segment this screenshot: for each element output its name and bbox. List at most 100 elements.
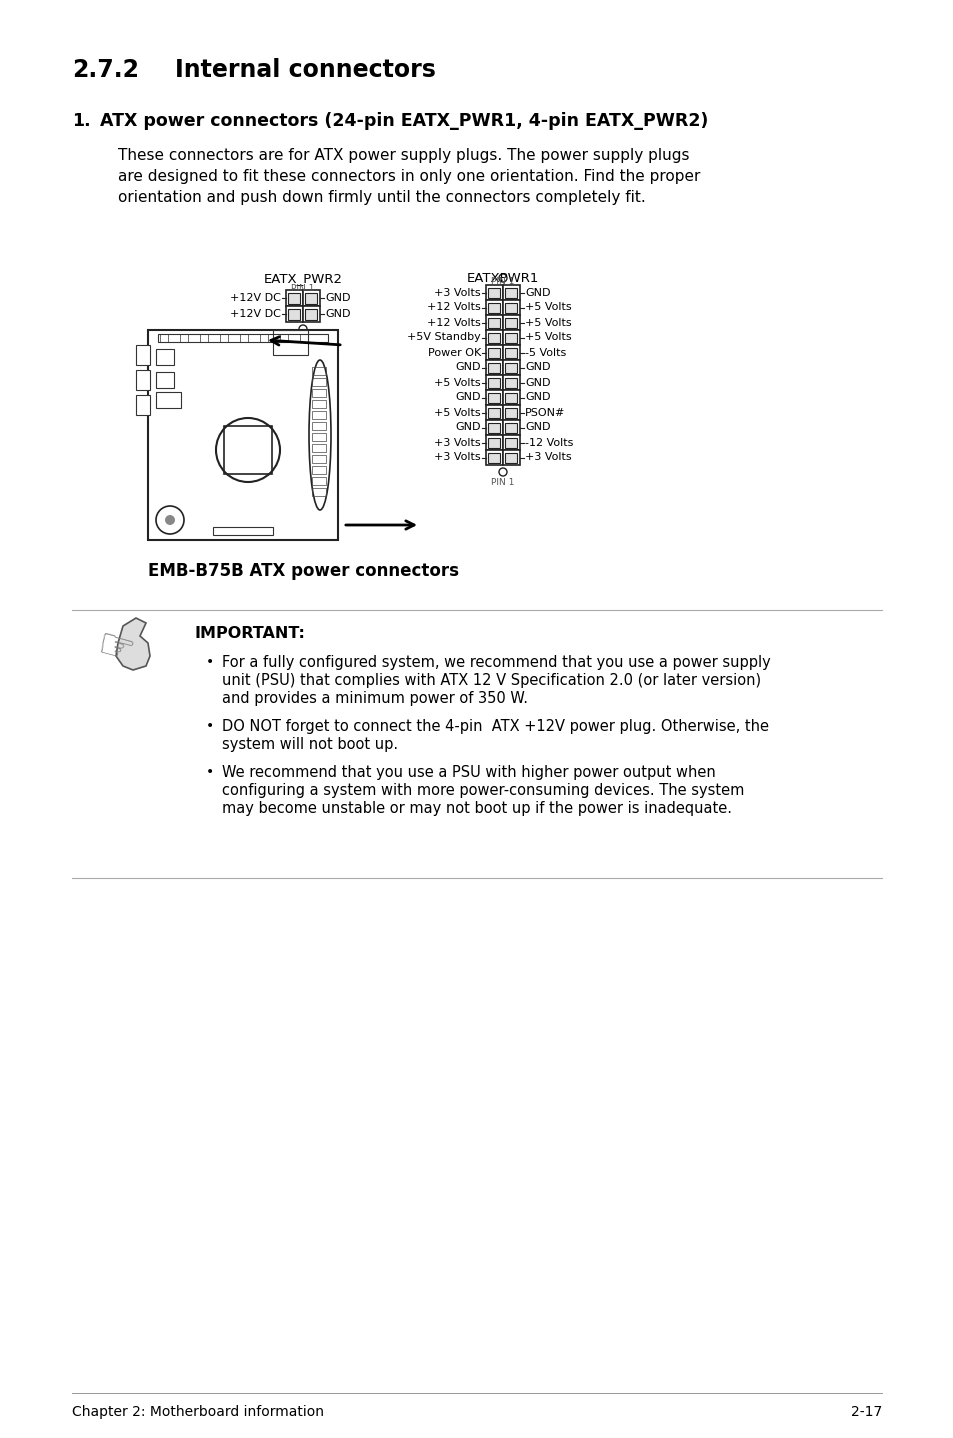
Bar (213, 526, 273, 535)
Bar (158, 334, 328, 342)
Text: •: • (206, 654, 213, 669)
Bar (156, 349, 173, 365)
Text: EATXPWR1: EATXPWR1 (466, 272, 538, 285)
Bar (305, 309, 317, 319)
Bar (224, 426, 272, 475)
Text: +3 Volts: +3 Volts (524, 453, 571, 463)
Bar (180, 334, 188, 342)
Text: are designed to fit these connectors in only one orientation. Find the proper: are designed to fit these connectors in … (118, 170, 700, 184)
Bar (488, 332, 500, 342)
Bar (505, 453, 517, 463)
Text: GND: GND (524, 423, 550, 433)
Text: These connectors are for ATX power supply plugs. The power supply plugs: These connectors are for ATX power suppl… (118, 148, 689, 162)
Bar (505, 332, 517, 342)
Text: 1.: 1. (71, 112, 91, 129)
Text: +3 Volts: +3 Volts (434, 453, 480, 463)
Bar (312, 466, 326, 475)
Polygon shape (116, 618, 150, 670)
Bar (502, 329, 519, 345)
Text: +5V Standby: +5V Standby (407, 332, 480, 342)
Bar (485, 315, 502, 329)
Text: +5 Volts: +5 Volts (434, 407, 480, 417)
Bar (502, 406, 519, 420)
Bar (505, 348, 517, 358)
Text: 2.7.2: 2.7.2 (71, 58, 139, 82)
Text: IMPORTANT:: IMPORTANT: (194, 626, 306, 641)
Text: +12V DC: +12V DC (230, 293, 281, 303)
Bar (485, 360, 502, 375)
Bar (312, 454, 326, 463)
Bar (502, 436, 519, 450)
Text: configuring a system with more power-consuming devices. The system: configuring a system with more power-con… (222, 784, 743, 798)
Text: +5 Volts: +5 Volts (524, 318, 571, 328)
Text: +5 Volts: +5 Volts (524, 302, 571, 312)
Bar (502, 360, 519, 375)
Text: PIN 1: PIN 1 (291, 283, 314, 293)
Bar (303, 306, 319, 322)
Text: GND: GND (524, 362, 550, 372)
Text: unit (PSU) that complies with ATX 12 V Specification 2.0 (or later version): unit (PSU) that complies with ATX 12 V S… (222, 673, 760, 687)
Text: For a fully configured system, we recommend that you use a power supply: For a fully configured system, we recomm… (222, 654, 770, 670)
Bar (505, 378, 517, 387)
Text: +12V DC: +12V DC (230, 309, 281, 319)
Text: Chapter 2: Motherboard information: Chapter 2: Motherboard information (71, 1405, 324, 1419)
Text: +3 Volts: +3 Volts (434, 288, 480, 298)
Bar (488, 288, 500, 298)
Text: 2-17: 2-17 (850, 1405, 882, 1419)
Text: •: • (206, 719, 213, 733)
Bar (505, 362, 517, 372)
Text: +5 Volts: +5 Volts (434, 378, 480, 387)
Bar (502, 420, 519, 436)
Bar (286, 306, 303, 322)
Bar (505, 437, 517, 447)
Text: GND: GND (524, 378, 550, 387)
Bar (260, 334, 268, 342)
Text: GND: GND (325, 309, 350, 319)
Bar (488, 302, 500, 312)
Bar (505, 407, 517, 417)
Bar (485, 329, 502, 345)
Text: +3 Volts: +3 Volts (434, 437, 480, 447)
Text: PSON#: PSON# (524, 407, 565, 417)
Bar (505, 423, 517, 433)
Text: GND: GND (455, 393, 480, 403)
Bar (488, 393, 500, 403)
Bar (312, 421, 326, 430)
Bar (488, 407, 500, 417)
Bar (485, 436, 502, 450)
Text: -5 Volts: -5 Volts (524, 348, 566, 358)
Text: ATX power connectors (24-pin EATX_PWR1, 4-pin EATX_PWR2): ATX power connectors (24-pin EATX_PWR1, … (100, 112, 708, 129)
Bar (303, 290, 319, 306)
Bar (502, 285, 519, 301)
Bar (240, 334, 248, 342)
Text: •: • (206, 765, 213, 779)
Bar (505, 393, 517, 403)
Bar (485, 345, 502, 360)
Text: Power OK: Power OK (427, 348, 480, 358)
Bar (502, 301, 519, 315)
Bar (312, 390, 326, 397)
Text: +12 Volts: +12 Volts (427, 318, 480, 328)
Bar (312, 487, 326, 496)
Bar (156, 393, 181, 408)
Text: GND: GND (455, 423, 480, 433)
Bar (280, 334, 288, 342)
Bar (312, 433, 326, 441)
Bar (485, 390, 502, 406)
Bar (502, 390, 519, 406)
Text: +5 Volts: +5 Volts (524, 332, 571, 342)
Text: +12 Volts: +12 Volts (427, 302, 480, 312)
Text: GND: GND (455, 362, 480, 372)
Bar (200, 334, 208, 342)
Bar (136, 370, 150, 390)
Bar (488, 437, 500, 447)
Bar (312, 477, 326, 485)
Bar (312, 400, 326, 408)
Text: GND: GND (325, 293, 350, 303)
Text: -12 Volts: -12 Volts (524, 437, 573, 447)
Text: orientation and push down firmly until the connectors completely fit.: orientation and push down firmly until t… (118, 190, 645, 206)
Text: system will not boot up.: system will not boot up. (222, 738, 397, 752)
Circle shape (165, 515, 174, 525)
Bar (148, 329, 337, 541)
Bar (288, 309, 300, 319)
